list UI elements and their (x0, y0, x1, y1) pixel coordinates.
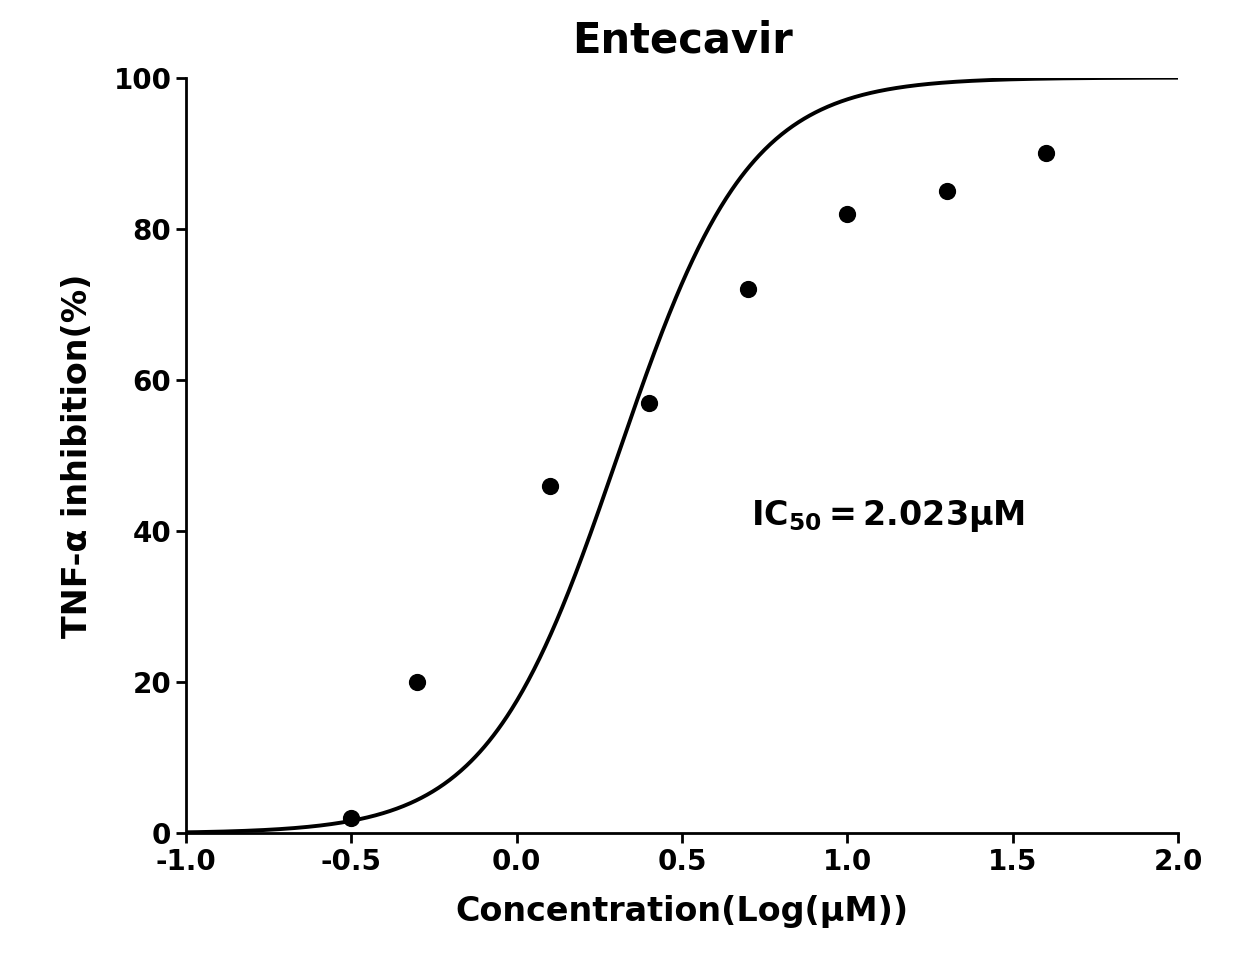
Point (837, 205, 857, 221)
Title: Entecavir: Entecavir (572, 19, 792, 61)
Point (936, 183, 956, 199)
Point (1035, 145, 1055, 161)
Point (639, 394, 658, 410)
Point (341, 810, 361, 826)
Point (539, 478, 559, 493)
Point (408, 674, 428, 690)
Point (738, 281, 758, 297)
Y-axis label: TNF-α inhibition(%): TNF-α inhibition(%) (61, 273, 94, 638)
Text: $\mathbf{IC_{50}}$$\mathbf{=2.023\mu M}$: $\mathbf{IC_{50}}$$\mathbf{=2.023\mu M}$ (751, 498, 1025, 534)
X-axis label: Concentration(Log(μM)): Concentration(Log(μM)) (455, 895, 909, 928)
